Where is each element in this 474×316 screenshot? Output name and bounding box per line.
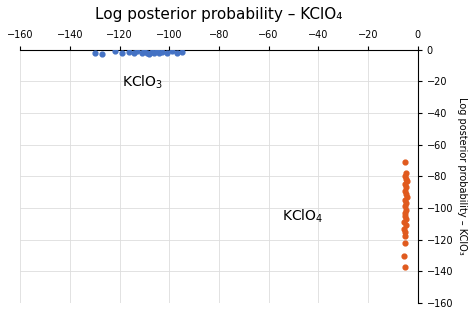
Point (402, 216, 410, 222)
Point (153, 49, 161, 54)
Point (401, 264, 409, 269)
Point (402, 191, 410, 196)
Text: KClO$_3$: KClO$_3$ (122, 73, 163, 91)
Point (402, 185, 410, 190)
Point (401, 234, 409, 239)
Point (401, 240, 409, 245)
Point (401, 182, 409, 187)
Point (401, 160, 409, 165)
Point (401, 213, 409, 218)
Point (401, 210, 409, 215)
Point (91, 50, 99, 55)
Point (141, 49, 148, 54)
Point (163, 50, 171, 55)
Point (401, 198, 409, 203)
Point (131, 50, 138, 55)
Point (111, 49, 118, 54)
Point (401, 253, 408, 258)
Point (148, 49, 155, 54)
Y-axis label: Log posterior probability – KClO₃: Log posterior probability – KClO₃ (457, 97, 467, 255)
Point (155, 50, 163, 55)
Point (403, 194, 410, 199)
Point (126, 49, 133, 54)
Point (401, 174, 409, 179)
Point (178, 49, 185, 54)
Point (400, 226, 408, 231)
Point (402, 201, 410, 206)
Point (401, 204, 409, 209)
Point (173, 50, 181, 55)
Point (403, 179, 410, 184)
Point (401, 220, 408, 225)
Point (98, 52, 106, 57)
Point (146, 52, 153, 57)
Point (402, 171, 410, 176)
Point (402, 223, 410, 228)
Point (401, 188, 409, 193)
Title: Log posterior probability – KClO₄: Log posterior probability – KClO₄ (95, 7, 343, 22)
Point (401, 229, 409, 234)
Point (133, 49, 141, 54)
Point (402, 177, 410, 182)
Text: KClO$_4$: KClO$_4$ (282, 207, 323, 225)
Point (151, 50, 158, 55)
Point (118, 50, 126, 55)
Point (168, 49, 175, 54)
Point (138, 51, 146, 56)
Point (158, 49, 165, 54)
Point (402, 207, 410, 212)
Point (143, 50, 151, 55)
